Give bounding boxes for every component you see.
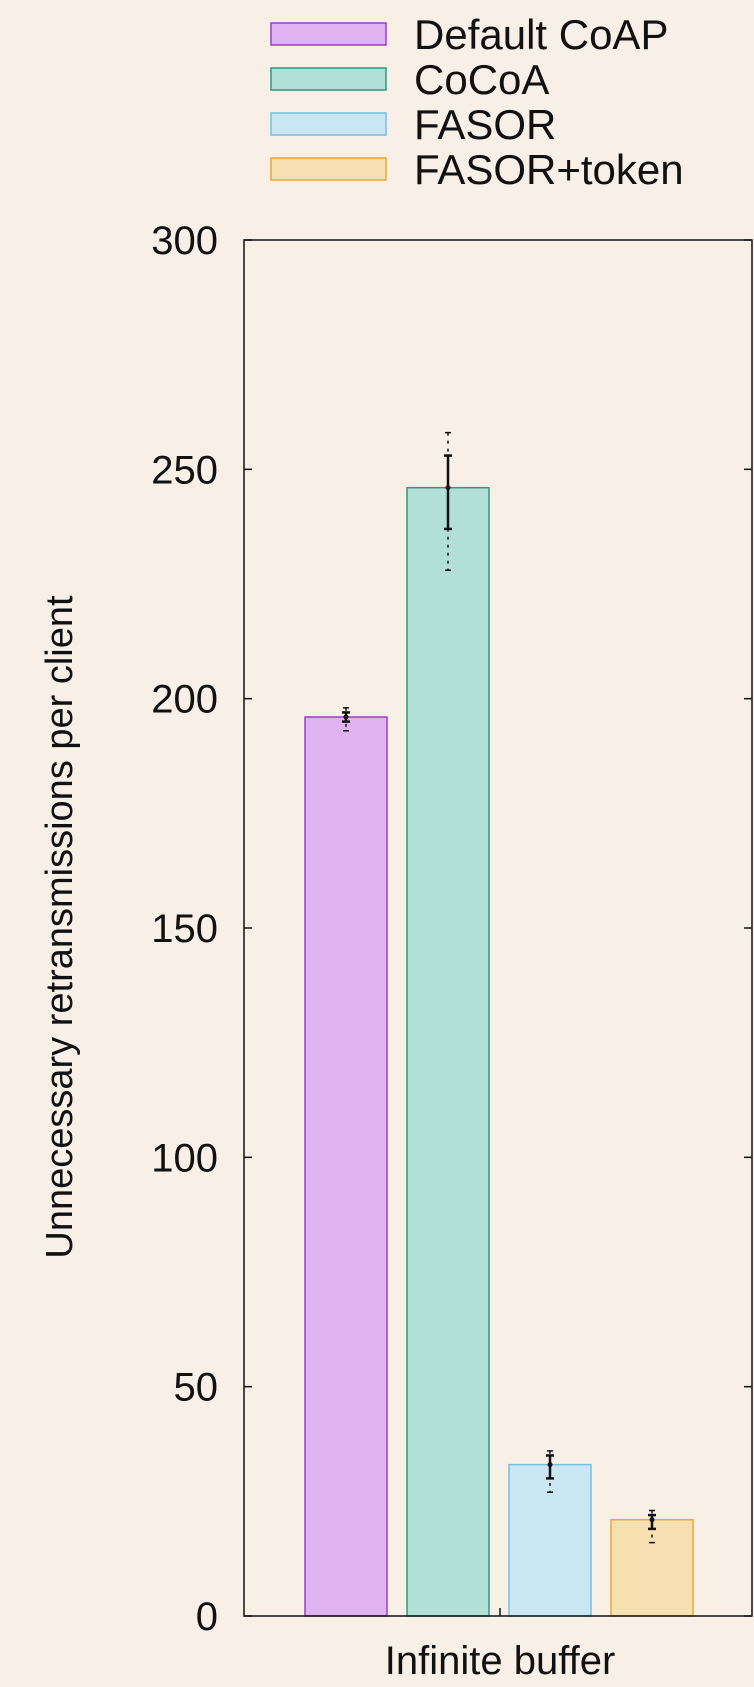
error-bars — [342, 431, 656, 1544]
legend-label: FASOR+token — [414, 146, 684, 193]
y-tick-label: 50 — [174, 1366, 219, 1410]
bar-fasor-token — [610, 1518, 694, 1617]
y-tick-label: 150 — [151, 907, 218, 951]
legend-label: FASOR — [414, 101, 556, 148]
bar-default-coap — [304, 716, 388, 1617]
bar-fasor — [508, 1463, 592, 1617]
x-tick-label: Infinite buffer — [385, 1639, 616, 1682]
axes: 0 50 100 150 200 250 300 Infinite buffer — [151, 219, 752, 1683]
plot-frame — [243, 239, 753, 1617]
bars — [304, 486, 694, 1617]
mean-point — [445, 485, 451, 491]
legend-label: CoCoA — [414, 56, 549, 103]
mean-point — [649, 1517, 655, 1523]
y-tick-label: 100 — [151, 1136, 218, 1180]
y-tick-label: 200 — [151, 678, 218, 722]
mean-point — [547, 1462, 553, 1468]
y-tick-label: 250 — [151, 448, 218, 492]
legend-swatch — [270, 157, 387, 181]
mean-point — [343, 714, 349, 720]
legend-label: Default CoAP — [414, 11, 668, 58]
legend-swatch — [270, 67, 387, 91]
y-axis-label: Unnecessary retransmissions per client — [39, 595, 81, 1259]
y-tick-label: 0 — [196, 1595, 218, 1639]
legend-swatch — [270, 112, 387, 136]
bar-cocoa — [406, 486, 490, 1617]
y-tick-label: 300 — [151, 219, 218, 263]
legend-swatch — [270, 22, 387, 46]
